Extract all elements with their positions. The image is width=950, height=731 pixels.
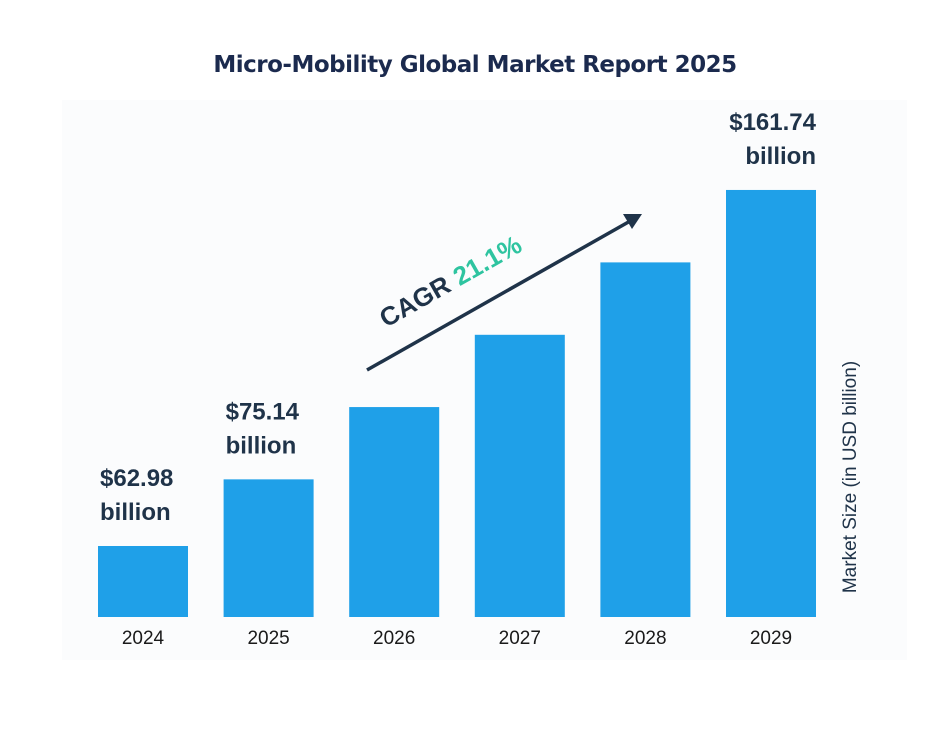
x-tick-2026: 2026 — [373, 628, 415, 649]
x-tick-2024: 2024 — [122, 628, 165, 649]
bar-2026 — [349, 407, 440, 617]
bar-2027 — [474, 334, 565, 617]
bar-2029 — [726, 189, 816, 617]
x-tick-2029: 2029 — [750, 628, 792, 649]
bar-2025 — [223, 479, 314, 617]
data-label-unit-2025: billion — [226, 432, 297, 459]
data-label-unit-2029: billion — [745, 143, 816, 170]
x-tick-2027: 2027 — [499, 628, 541, 649]
data-label-value-2024: $62.98 — [100, 465, 173, 492]
data-label-value-2025: $75.14 — [226, 398, 300, 425]
bar-2024 — [98, 546, 188, 617]
bar-2028 — [600, 262, 691, 617]
data-label-value-2029: $161.74 — [729, 109, 816, 136]
y-axis-label: Market Size (in USD billion) — [840, 361, 861, 593]
cagr-annotation: CAGR21.1% — [374, 229, 527, 333]
cagr-arrow-head — [623, 214, 642, 229]
cagr-value: 21.1% — [448, 229, 527, 291]
data-label-unit-2024: billion — [100, 499, 171, 526]
chart-title: Micro-Mobility Global Market Report 2025 — [213, 52, 737, 78]
cagr-arrow — [366, 218, 633, 372]
x-tick-2028: 2028 — [624, 628, 666, 649]
x-tick-2025: 2025 — [247, 628, 289, 649]
cagr-prefix: CAGR — [374, 269, 456, 333]
